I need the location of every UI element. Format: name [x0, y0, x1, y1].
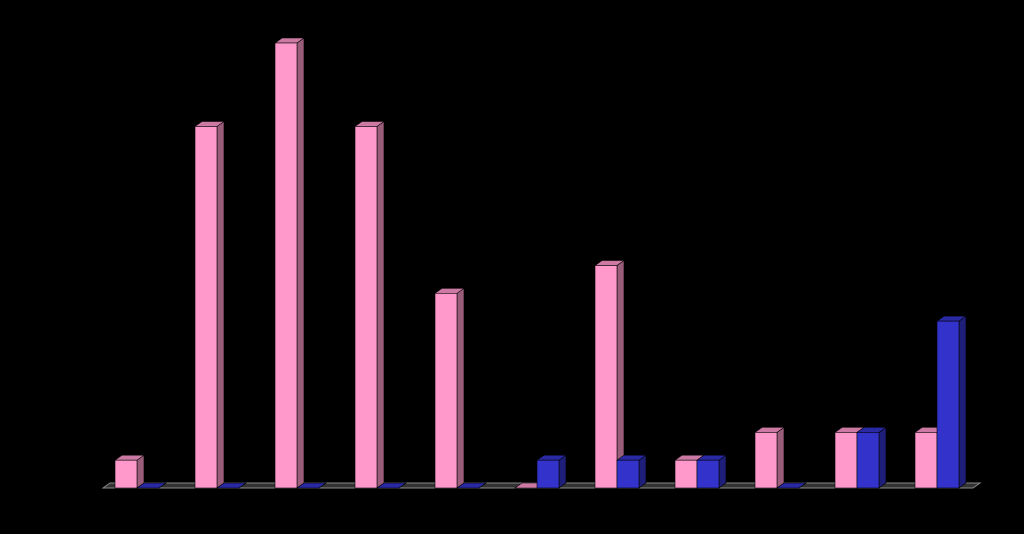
bar-front [834, 432, 858, 489]
bar [754, 426, 785, 489]
bar-front [194, 126, 218, 489]
bar-top [456, 482, 487, 489]
bar-front [594, 265, 618, 489]
bar-side [718, 454, 727, 489]
bar-side [878, 426, 887, 489]
bar-top [216, 482, 247, 489]
bar-top [776, 482, 807, 489]
bar [536, 454, 567, 489]
bar [616, 454, 647, 489]
bar-side [296, 37, 305, 489]
bar [114, 454, 145, 489]
bar-side [136, 454, 145, 489]
bar [296, 482, 327, 489]
bar-front [354, 126, 378, 489]
bar-front [616, 459, 640, 489]
bar-front [856, 432, 880, 489]
bar [776, 482, 807, 489]
bar-side [776, 426, 785, 489]
bar-side [376, 120, 385, 489]
bar [594, 259, 625, 489]
bar-front [936, 320, 960, 489]
bar-side [456, 287, 465, 489]
bar-front [674, 459, 698, 489]
bar-front [914, 432, 938, 489]
bar [936, 315, 967, 489]
bar-front [114, 459, 138, 489]
bar [274, 37, 305, 489]
bar [194, 120, 225, 489]
bar [696, 454, 727, 489]
bar [434, 287, 465, 489]
bar-top [136, 482, 167, 489]
bar-front [434, 293, 458, 489]
bar-front [274, 42, 298, 489]
bar-side [558, 454, 567, 489]
bar-front [754, 432, 778, 489]
bar-side [616, 259, 625, 489]
bar-side [638, 454, 647, 489]
bar [376, 482, 407, 489]
bar-top [376, 482, 407, 489]
bar-top [296, 482, 327, 489]
bar-front [696, 459, 720, 489]
bar-side [216, 120, 225, 489]
bar [456, 482, 487, 489]
bar [216, 482, 247, 489]
bar [136, 482, 167, 489]
bar [354, 120, 385, 489]
bar [856, 426, 887, 489]
bar-side [958, 315, 967, 489]
bar-front [536, 459, 560, 489]
